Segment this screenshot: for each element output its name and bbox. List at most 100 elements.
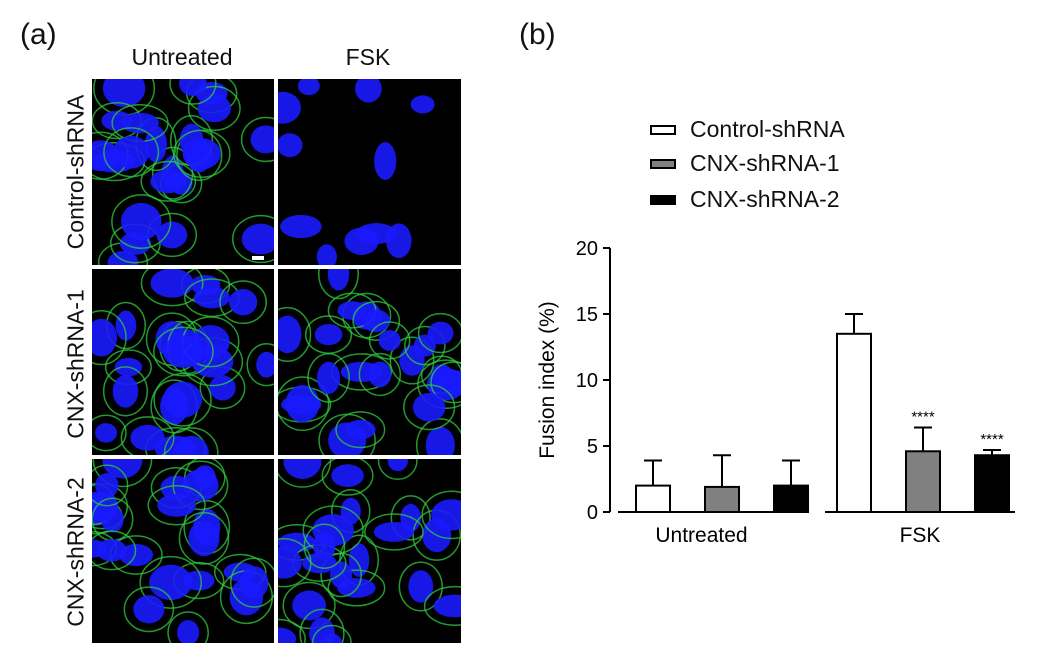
nucleus (121, 112, 159, 134)
micrograph-cnx2-fsk (278, 459, 461, 643)
legend-item-cnx-shrna-2: CNX-shRNA-2 (650, 186, 840, 213)
nucleus (314, 324, 343, 346)
nucleus (439, 369, 461, 395)
membrane-outline (103, 127, 160, 178)
membrane-outline (389, 336, 435, 385)
legend-swatch-black (650, 194, 676, 205)
nucleus (374, 142, 397, 180)
x-category-label: Untreated (655, 524, 747, 547)
nucleus (96, 539, 127, 562)
column-header-untreated: Untreated (131, 44, 233, 70)
membrane-outline (169, 79, 217, 105)
legend-label: Control-shRNA (690, 116, 845, 142)
y-tick-label: 15 (576, 304, 598, 326)
row-header-control-shrna: Control-shRNA (62, 94, 89, 250)
membrane-outline (178, 511, 230, 565)
membrane-outline (403, 384, 456, 431)
nucleus (241, 223, 274, 255)
nucleus (177, 620, 200, 643)
nucleus (368, 361, 392, 388)
nucleus (102, 79, 146, 108)
membrane-outline (278, 306, 312, 362)
membrane-outline (153, 326, 214, 377)
membrane-outline (123, 586, 175, 633)
bar-cnx-shrna-1-untreated (704, 485, 740, 514)
nucleus (285, 385, 320, 423)
scale-bar (252, 256, 264, 260)
legend-item-control-shrna: Control-shRNA (650, 116, 845, 143)
nucleus (378, 330, 401, 351)
y-tick-label: 20 (576, 238, 598, 260)
nucleus (101, 506, 124, 533)
nucleus (278, 546, 302, 579)
nucleus (173, 435, 209, 455)
membrane-outline (92, 414, 127, 452)
membrane-outline (246, 343, 274, 387)
nucleus (157, 493, 196, 517)
significance-marker: **** (980, 431, 1004, 448)
membrane-outline (415, 418, 461, 455)
membrane-outline (278, 376, 330, 432)
nucleus (188, 520, 220, 557)
x-category-label: FSK (900, 524, 941, 547)
membrane-outline (278, 459, 332, 488)
nucleus (337, 301, 367, 320)
bar-cnx-shrna-2-fsk (974, 454, 1010, 513)
membrane-outline (368, 321, 411, 360)
membrane-outline (311, 624, 352, 643)
nucleus (425, 426, 455, 455)
bar-cnx-shrna-1-fsk (905, 450, 941, 513)
membrane-outline (278, 618, 306, 643)
nucleus (102, 459, 143, 479)
membrane-outline (102, 366, 149, 417)
nucleus (133, 595, 165, 624)
fusion-index-bar-chart: 0 5 10 15 20 Fusion index (%) Untreated FSK ****… (536, 238, 1015, 547)
nucleus (95, 473, 119, 498)
nucleus (239, 566, 269, 600)
nucleus (313, 532, 336, 561)
nucleus (182, 469, 219, 502)
y-tick-label: 0 (587, 502, 598, 524)
membrane-outline (92, 459, 153, 488)
micrograph-control-untreated (92, 79, 274, 265)
nucleus (149, 564, 193, 601)
membrane-outline (377, 459, 418, 480)
y-tick-label: 5 (587, 436, 598, 458)
nucleus (431, 499, 461, 531)
membrane-outline (417, 359, 461, 409)
row-header-cnx-shrna-2: CNX-shRNA-2 (62, 477, 89, 627)
membrane-outline (219, 280, 267, 325)
legend-label: CNX-shRNA-1 (690, 150, 840, 176)
membrane-outline (358, 352, 402, 397)
panel-b-label: (b) (519, 18, 556, 51)
bar-control-shrna-untreated (635, 484, 671, 514)
membrane-outline (92, 530, 137, 571)
panel-a-label: (a) (20, 18, 57, 51)
nucleus (321, 633, 343, 643)
nucleus (330, 561, 353, 589)
nucleus (250, 125, 274, 154)
nucleus (130, 424, 165, 451)
micrograph-control-fsk (278, 79, 461, 265)
membrane-outline (364, 513, 424, 551)
row-header-cnx-shrna-1: CNX-shRNA-1 (62, 289, 89, 439)
nucleus (283, 459, 322, 480)
membrane-outline (147, 484, 206, 526)
nucleus (112, 135, 150, 169)
nucleus (120, 202, 162, 241)
micrograph-cnx2-untreated (92, 459, 274, 643)
legend-swatch-white (650, 124, 676, 135)
nucleus (179, 79, 207, 97)
nucleus (373, 521, 415, 542)
membrane-outline (120, 416, 175, 455)
membrane-outline (423, 585, 461, 626)
nucleus (292, 590, 326, 621)
nucleus (327, 269, 350, 291)
membrane-outline (352, 300, 401, 341)
membrane-outline (172, 129, 231, 179)
nucleus (112, 374, 139, 408)
nucleus (297, 79, 320, 96)
significance-marker: **** (911, 409, 935, 426)
nucleus (278, 315, 302, 354)
membrane-outline (390, 495, 431, 541)
